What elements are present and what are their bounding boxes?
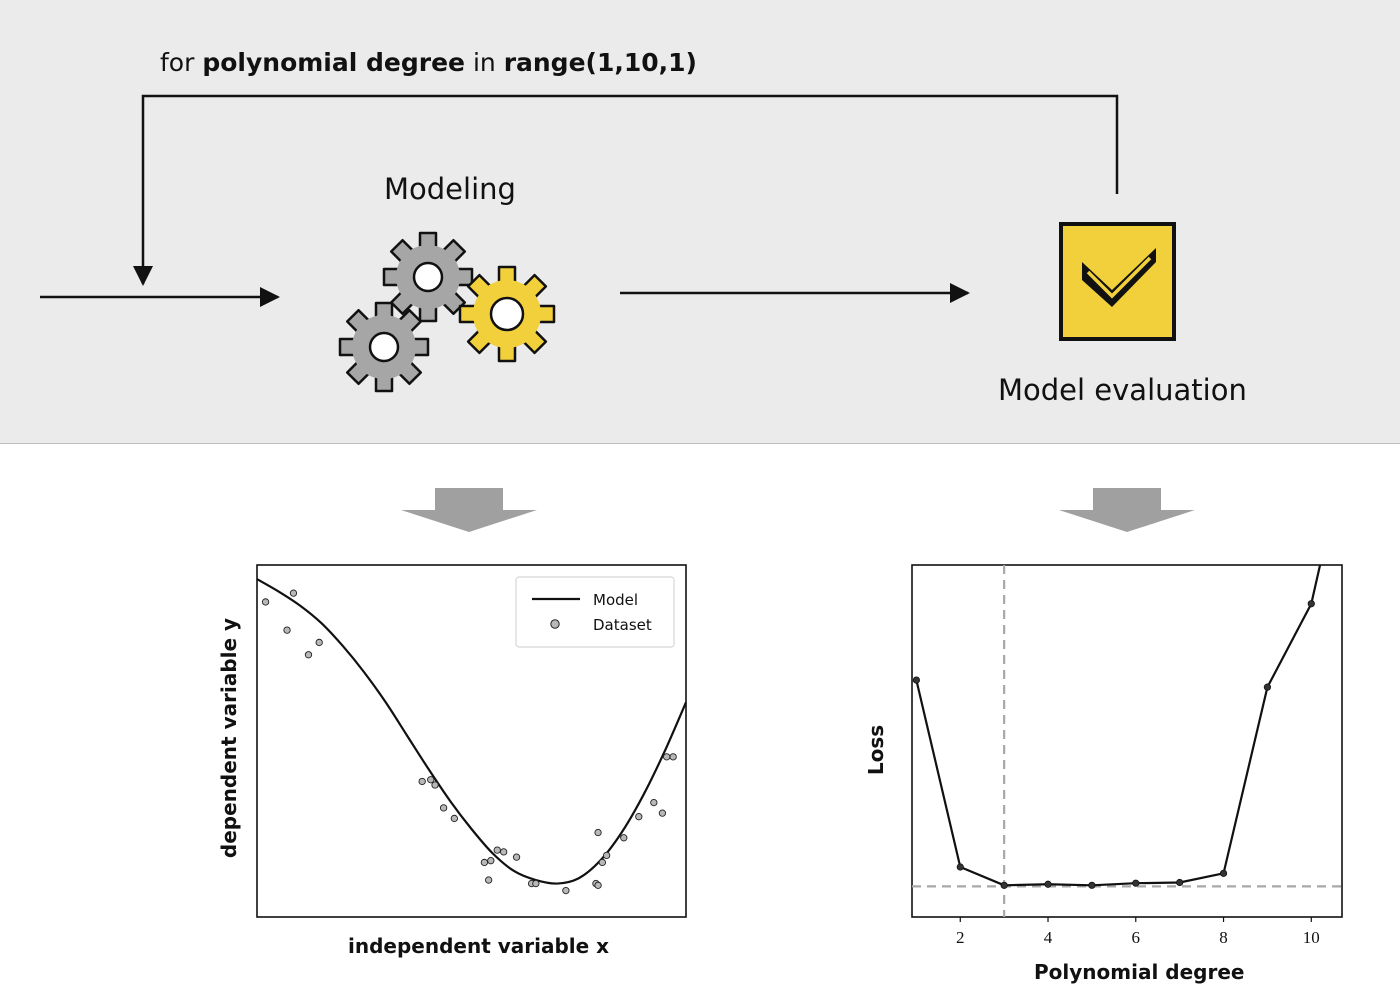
loop-middle: in <box>465 48 504 77</box>
x-tick-label: 2 <box>956 928 965 947</box>
x-axis-label: independent variable x <box>348 934 610 958</box>
x-tick-label: 8 <box>1219 928 1228 947</box>
loss-point <box>1044 880 1052 888</box>
plot-frame <box>911 564 1343 918</box>
checkmark-icon <box>1059 222 1176 341</box>
dataset-point <box>485 876 493 884</box>
x-axis-label: Polynomial degree <box>1034 960 1245 984</box>
modeling-label: Modeling <box>384 172 516 206</box>
x-tick-label: 6 <box>1132 928 1141 947</box>
dataset-point <box>663 753 671 761</box>
dataset-point <box>594 881 602 889</box>
dataset-point <box>427 776 435 784</box>
loss-point <box>1000 881 1008 889</box>
dataset-point <box>439 804 448 812</box>
loop-prefix: for <box>160 48 203 77</box>
loss-point <box>1263 683 1272 691</box>
dataset-point <box>598 858 606 867</box>
down-arrow-evaluation <box>1059 488 1195 532</box>
legend-box <box>515 576 675 648</box>
dataset-point <box>431 781 439 789</box>
dataset-point <box>500 848 508 856</box>
down-arrow-modeling <box>401 488 537 532</box>
loop-variable: polynomial degree <box>202 48 465 77</box>
gears-icon <box>338 231 556 393</box>
loss-point <box>1176 878 1184 887</box>
loss-point <box>1132 879 1140 887</box>
dataset-point <box>512 853 521 861</box>
x-tick-label: 10 <box>1303 928 1320 947</box>
dataset-point <box>620 834 628 842</box>
dataset-point <box>261 598 270 606</box>
loss-point <box>1088 881 1096 889</box>
dataset-point <box>602 851 611 860</box>
loss-point <box>912 676 920 684</box>
dataset-point <box>450 814 458 823</box>
dataset-point <box>658 809 667 817</box>
dataset-point <box>289 589 298 597</box>
gear-top-icon <box>382 231 474 323</box>
dataset-point <box>562 886 570 895</box>
legend-label-model: Model <box>593 591 638 609</box>
gear-left-icon <box>338 301 430 393</box>
dataset-point <box>283 626 291 634</box>
dataset-point <box>418 777 426 786</box>
dataset-point <box>304 651 313 659</box>
dataset-point <box>532 879 540 888</box>
legend: Model Dataset <box>515 576 675 648</box>
dataset-point <box>480 858 489 867</box>
dataset-point <box>487 857 495 865</box>
legend-label-dataset: Dataset <box>593 616 652 634</box>
dataset-point <box>493 846 501 854</box>
dataset-point <box>635 813 643 821</box>
dataset-point <box>650 798 658 807</box>
model-curve <box>256 578 688 885</box>
loss-point <box>1219 869 1228 877</box>
loop-label: for polynomial degree in range(1,10,1) <box>160 48 697 77</box>
gear-yellow-icon <box>458 265 556 363</box>
loss-point <box>1307 600 1315 608</box>
loop-range: range(1,10,1) <box>503 48 697 77</box>
model-evaluation-label: Model evaluation <box>998 373 1247 407</box>
loss-point <box>956 863 964 871</box>
dataset-point <box>594 828 602 837</box>
legend-marker-swatch <box>550 619 560 629</box>
loop-arrow <box>133 94 1119 286</box>
x-tick-label: 4 <box>1044 928 1053 947</box>
dataset-point <box>315 638 323 647</box>
y-axis-label: Loss <box>864 724 888 776</box>
